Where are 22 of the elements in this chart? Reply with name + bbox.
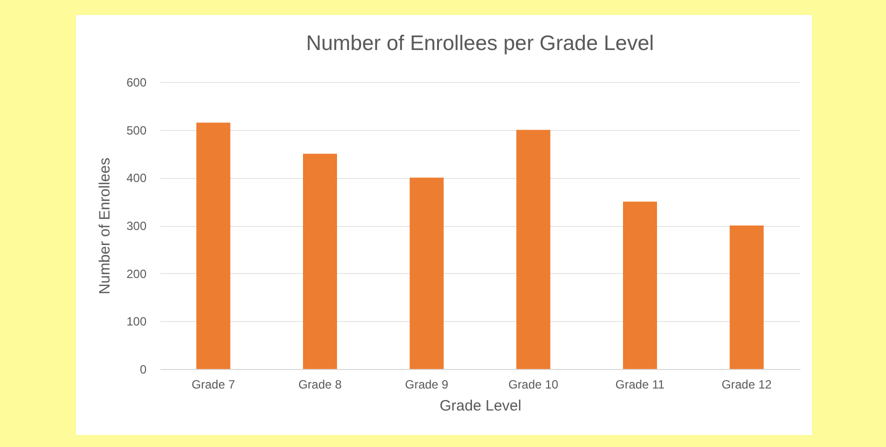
x-axis-title: Grade Level bbox=[440, 398, 522, 414]
y-tick-label: 200 bbox=[126, 266, 147, 281]
y-tick-label: 300 bbox=[126, 219, 147, 233]
y-tick-label: 100 bbox=[126, 314, 147, 329]
y-tick-label: 600 bbox=[126, 76, 147, 90]
bar bbox=[623, 202, 657, 369]
x-tick-label: Grade 7 bbox=[192, 378, 236, 392]
x-tick-label: Grade 9 bbox=[404, 378, 449, 392]
y-tick-label: 0 bbox=[140, 362, 147, 376]
bar bbox=[303, 154, 337, 369]
y-axis-title: Number of Enrollees bbox=[96, 158, 114, 294]
chart-title: Number of Enrollees per Grade Level bbox=[306, 32, 654, 55]
x-tick-label: Grade 12 bbox=[722, 378, 772, 392]
bar bbox=[516, 130, 550, 369]
x-tick-label: Grade 11 bbox=[615, 378, 665, 392]
y-tick-label: 400 bbox=[126, 171, 147, 186]
x-tick-label: Grade 8 bbox=[298, 378, 342, 392]
bar bbox=[196, 122, 230, 369]
bar bbox=[410, 178, 444, 369]
x-tick-label: Grade 10 bbox=[508, 378, 559, 392]
y-tick-label: 500 bbox=[126, 123, 147, 138]
bar bbox=[730, 226, 764, 369]
